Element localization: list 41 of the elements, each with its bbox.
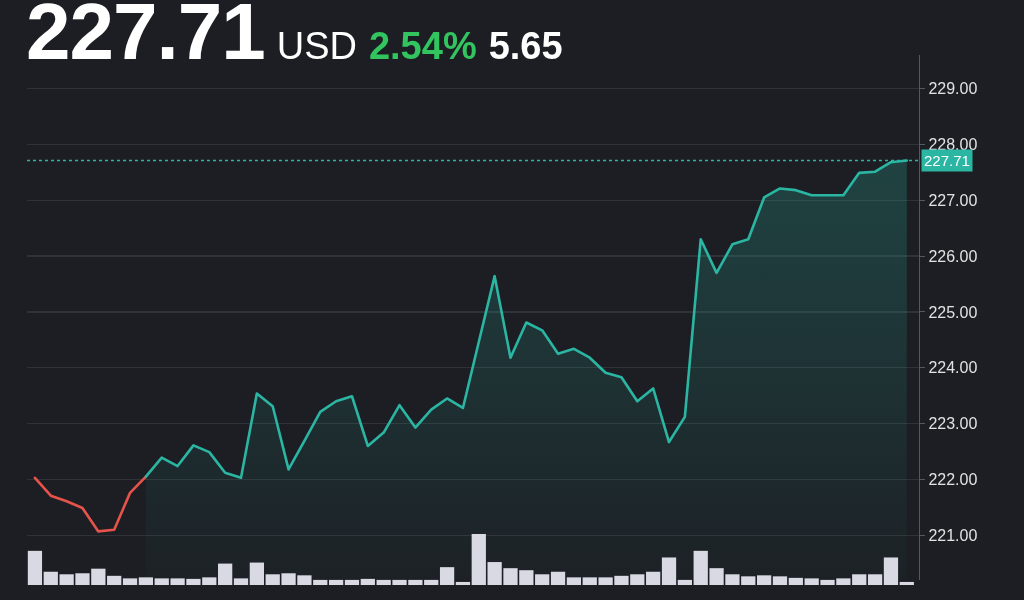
bar	[566, 577, 582, 585]
bar	[218, 563, 233, 585]
bar	[344, 579, 360, 585]
bar	[471, 534, 486, 585]
bar	[646, 571, 661, 585]
annotation: USD	[276, 24, 357, 69]
bar	[360, 578, 375, 585]
y-tick-label: 225.00	[928, 303, 978, 321]
bar	[772, 576, 788, 585]
bar	[43, 571, 58, 585]
bar	[883, 557, 899, 585]
bar	[328, 579, 344, 585]
bar	[677, 579, 692, 585]
y-tick-label: 229.00	[928, 80, 978, 98]
bar	[899, 581, 914, 585]
bar	[455, 581, 471, 585]
y-tick-label: 226.00	[928, 247, 978, 265]
bar	[233, 578, 249, 585]
annotation: 5.65	[488, 24, 563, 69]
y-tick-label: 223.00	[928, 415, 978, 433]
bar	[867, 574, 883, 585]
bar	[27, 550, 43, 585]
bar	[122, 578, 138, 585]
bar	[249, 562, 264, 585]
bar	[439, 567, 455, 585]
bar	[107, 575, 122, 585]
ref-line-label: 227.71	[924, 152, 970, 169]
y-tick-label: 228.00	[928, 135, 978, 153]
bar	[535, 574, 550, 585]
y-tick-label: 221.00	[928, 526, 978, 544]
bar	[550, 571, 566, 585]
bar	[138, 577, 154, 585]
bar	[756, 575, 772, 585]
line-series	[33, 475, 148, 533]
chart-title: 227.71	[26, 0, 265, 76]
annotation: 2.54%	[368, 24, 477, 69]
y-tick-label: 227.00	[928, 191, 978, 209]
y-tick-label: 224.00	[928, 359, 978, 377]
y-tick-label: 222.00	[928, 471, 978, 489]
bar	[788, 577, 803, 585]
bar	[661, 557, 677, 585]
